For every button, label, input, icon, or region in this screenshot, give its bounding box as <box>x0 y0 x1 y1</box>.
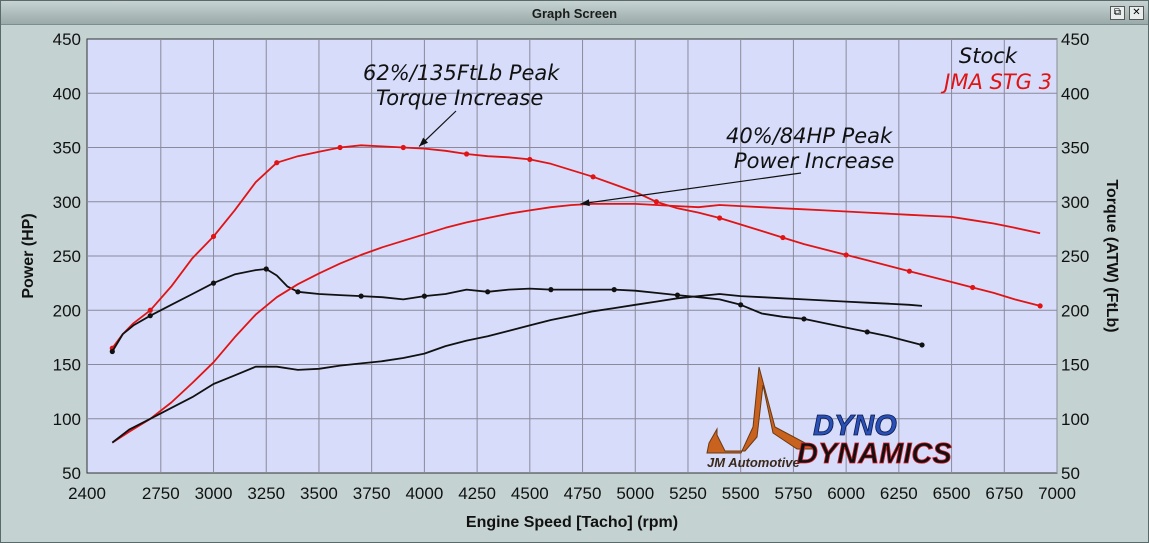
data-point <box>274 160 280 166</box>
jma-stg-3-torque-line <box>111 144 1041 349</box>
data-point <box>463 151 470 157</box>
title-bar[interactable]: Graph Screen ⧉ ✕ <box>1 1 1148 25</box>
right-y-tick-label: 50 <box>1061 464 1080 483</box>
jm-automotive-label: JM Automotive <box>707 455 800 470</box>
data-point <box>147 307 153 313</box>
left-y-tick-label: 150 <box>53 356 81 375</box>
left-y-tick-label: 350 <box>53 139 81 158</box>
left-y-axis-title: Power (HP) <box>20 213 37 298</box>
data-point <box>210 280 217 286</box>
x-tick-label: 5250 <box>669 484 707 503</box>
power-annotation-arrow <box>580 172 802 205</box>
x-tick-label: 4500 <box>511 484 549 503</box>
right-y-tick-label: 300 <box>1061 193 1089 212</box>
dyno-label: DYNO <box>813 410 897 442</box>
x-tick-label: 5000 <box>616 484 654 503</box>
data-point <box>295 289 301 295</box>
x-tick-label: 4750 <box>564 484 602 503</box>
data-point <box>263 266 269 272</box>
data-point <box>906 268 912 274</box>
right-y-tick-label: 250 <box>1061 247 1089 266</box>
window-title: Graph Screen <box>531 6 618 21</box>
x-tick-label: 7000 <box>1038 484 1076 503</box>
data-point <box>548 287 554 293</box>
jm-logo-mark <box>706 366 815 454</box>
data-point <box>109 348 115 355</box>
data-point <box>674 292 681 298</box>
legend-stock: Stock <box>959 44 1018 68</box>
grid-lines <box>87 39 1058 473</box>
series-layer <box>109 144 1043 444</box>
restore-icon[interactable]: ⧉ <box>1110 6 1125 20</box>
left-y-tick-label: 100 <box>53 410 81 429</box>
right-y-tick-label: 150 <box>1061 356 1089 375</box>
data-point <box>919 342 925 348</box>
dynamics-label: DYNAMICS <box>797 438 952 470</box>
data-point <box>717 215 723 221</box>
x-tick-label: 2750 <box>142 484 180 503</box>
data-point <box>864 329 870 335</box>
x-tick-label: 4000 <box>405 484 443 503</box>
data-point <box>780 234 786 241</box>
data-point <box>1037 303 1043 309</box>
data-point <box>421 293 427 299</box>
data-point <box>738 302 744 308</box>
x-tick-label: 2400 <box>68 484 106 503</box>
x-tick-label: 4250 <box>458 484 496 503</box>
x-tick-label: 6750 <box>985 484 1023 503</box>
left-y-tick-label: 200 <box>53 301 81 320</box>
right-y-tick-labels: 50 100 150 200 250 300 350 400 450 <box>1061 30 1089 483</box>
left-y-tick-label: 450 <box>53 30 81 49</box>
left-y-tick-label: 400 <box>53 84 81 103</box>
stock-power-line <box>111 293 923 444</box>
close-icon[interactable]: ✕ <box>1129 6 1144 20</box>
data-point <box>147 313 153 319</box>
x-tick-label: 6000 <box>827 484 865 503</box>
left-y-tick-label: 50 <box>62 464 81 483</box>
power-arrowhead <box>580 199 590 207</box>
data-point <box>843 252 849 258</box>
right-y-axis-title: Torque (ATW) (FtLb) <box>1103 179 1120 332</box>
x-tick-label: 5500 <box>722 484 760 503</box>
torque-annotation-line2: Torque Increase <box>376 86 543 110</box>
data-point <box>590 174 596 180</box>
data-point <box>801 316 807 322</box>
data-point <box>970 284 976 291</box>
data-point <box>485 289 491 295</box>
data-point <box>358 293 364 299</box>
right-y-tick-label: 100 <box>1061 410 1089 429</box>
data-point <box>527 156 533 163</box>
right-y-tick-label: 400 <box>1061 84 1089 103</box>
x-tick-label: 3500 <box>300 484 338 503</box>
right-y-tick-label: 200 <box>1061 301 1089 320</box>
data-point <box>400 144 406 151</box>
torque-arrowhead <box>419 137 429 147</box>
left-y-tick-label: 300 <box>53 193 81 212</box>
x-tick-labels: 2400 2750 3000 3250 3500 3750 4000 4250 4500 4750… <box>68 484 1076 503</box>
dyno-chart: 2400 2750 3000 3250 3500 3750 4000 4250 4500 4750… <box>20 30 1120 531</box>
x-tick-label: 3750 <box>353 484 391 503</box>
data-point <box>210 233 217 240</box>
power-annotation-line2: Power Increase <box>734 149 894 173</box>
torque-annotation-line1: 62%/135FtLb Peak <box>363 61 560 85</box>
jma-stg-3-power-line <box>111 202 1041 444</box>
legend-jma-stg3: JMA STG 3 <box>940 70 1052 94</box>
x-tick-label: 6500 <box>933 484 971 503</box>
x-tick-label: 3000 <box>195 484 233 503</box>
logo: JM Automotive DYNO DYNAMICS <box>706 366 953 470</box>
x-tick-label: 3250 <box>247 484 285 503</box>
left-y-tick-label: 250 <box>53 247 81 266</box>
x-tick-label: 5750 <box>774 484 812 503</box>
x-tick-label: 6250 <box>880 484 918 503</box>
left-y-tick-labels: 50 100 150 200 250 300 350 400 450 <box>53 30 81 483</box>
data-point <box>337 144 343 151</box>
data-point <box>611 287 617 293</box>
x-axis-title: Engine Speed [Tacho] (rpm) <box>466 514 678 531</box>
right-y-tick-label: 350 <box>1061 139 1089 158</box>
data-point <box>653 199 659 205</box>
power-annotation-line1: 40%/84HP Peak <box>726 124 893 148</box>
right-y-tick-label: 450 <box>1061 30 1089 49</box>
